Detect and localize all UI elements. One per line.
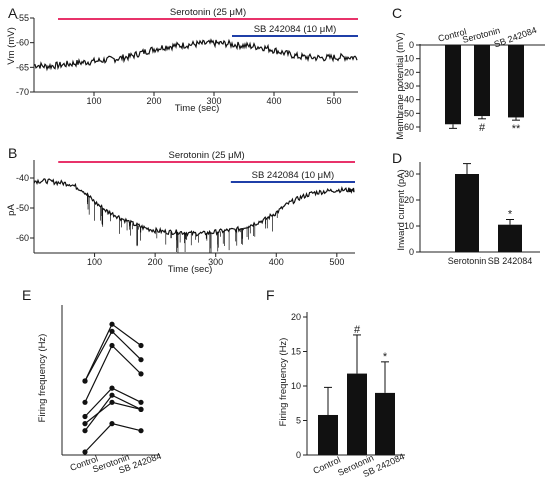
subject-point-e [109,385,115,391]
treatment-label-b: Serotonin (25 μM) [168,150,244,161]
subject-point-e [109,399,115,405]
subject-point-e [109,392,115,398]
y-tick-label-c: -10 [401,54,414,64]
bar-c [508,45,524,118]
y-axis-label-e: Firing frequency (Hz) [37,334,48,423]
y-tick-label-d: 20 [404,195,414,205]
y-tick-label-c: -20 [401,67,414,77]
bar-d [498,224,522,252]
y-tick-label-b: -40 [16,173,29,183]
treatment-label-a: Serotonin (25 μM) [170,7,246,18]
subject-point-e [138,371,144,377]
panel-label-f: F [266,287,275,303]
panel-label-b: B [8,145,17,161]
category-label-d: SB 242084 [488,256,533,266]
significance-mark-c: ** [512,123,521,135]
significance-mark-d: * [508,209,513,221]
y-tick-label-c: -60 [401,122,414,132]
subject-point-e [109,421,115,427]
subject-point-e [82,413,88,420]
y-tick-label-a: -70 [16,87,29,97]
subject-point-e [82,421,88,427]
panel-c: C 0-10-20-30-40-50-60 ControlSerotonin#S… [392,5,545,140]
treatment-label-b: SB 242084 (10 μM) [252,170,335,181]
category-label-d: Serotonin [448,256,487,266]
panel-b: B Serotonin (25 μM) SB 242084 (10 μM) -40… [6,145,355,275]
bar-f [347,373,367,455]
y-tick-label-b: -60 [16,233,29,243]
y-tick-label-b: -50 [16,203,29,213]
bar-f [318,414,338,455]
y-tick-label-c: -30 [401,81,414,91]
y-tick-label-a: -65 [16,62,29,72]
subject-point-e [109,328,115,334]
panel-d: D 0 10 20 30 Serotonin SB 242084 * Inward cur… [392,150,540,266]
x-tick-label-a: 200 [146,96,161,106]
x-tick-label-b: 400 [269,257,284,267]
y-tick-label-a: -60 [16,38,29,48]
panel-label-c: C [392,5,402,21]
x-tick-label-a: 100 [86,96,101,106]
x-tick-label-a: 500 [326,96,341,106]
y-tick-label-d: 10 [404,221,414,231]
current-trace [33,178,355,237]
y-axis-label-a: Vm (mV) [6,27,17,64]
y-tick-label-f: 10 [291,381,301,391]
y-tick-label-d: 0 [409,247,414,257]
y-axis-label-c: Membrane potential (mV) [395,32,406,139]
subject-point-e [109,321,115,327]
bar-f [375,392,395,455]
subject-point-e [138,406,144,412]
subject-point-e [138,357,144,363]
subject-point-e [138,428,144,434]
significance-mark-f: * [383,351,388,363]
vm-trace [33,38,358,72]
panel-label-d: D [392,150,402,166]
y-axis-label-f: Firing frequency (Hz) [278,338,289,427]
y-tick-label-c: 0 [409,40,414,50]
panel-label-a: A [8,5,18,21]
subject-point-e [82,449,88,455]
subject-line-e [84,422,142,453]
y-tick-label-f: 15 [291,347,301,357]
subject-point-e [82,399,88,405]
x-tick-label-b: 200 [148,257,163,267]
y-axis-label-b: pA [6,204,17,216]
bar-d [455,174,479,252]
y-tick-label-f: 20 [291,312,301,322]
treatment-label-a: SB 242084 (10 μM) [254,24,337,35]
significance-mark-c: # [479,122,486,134]
x-tick-label-b: 100 [87,257,102,267]
subject-point-e [138,399,144,405]
y-axis-label-d: Inward current (pA) [396,169,407,250]
x-axis-label-b: Time (sec) [168,264,213,275]
bar-c [445,45,461,125]
subject-point-e [109,342,115,349]
x-axis-label-a: Time (sec) [175,103,220,114]
y-tick-label-f: 0 [296,450,301,460]
panel-a: A Serotonin (25 μM) SB 242084 (10 μM) -55… [6,5,358,114]
x-tick-label-b: 300 [208,257,223,267]
y-tick-label-a: -55 [16,13,29,23]
x-tick-label-a: 400 [266,96,281,106]
panel-label-e: E [22,287,31,303]
x-tick-label-a: 300 [206,96,221,106]
y-tick-label-c: -40 [401,95,414,105]
subject-point-e [82,378,88,384]
x-tick-label-b: 500 [329,257,344,267]
y-tick-label-f: 5 [296,416,301,426]
y-tick-label-d: 30 [404,169,414,179]
bar-c [474,45,490,117]
y-tick-label-c: -50 [401,108,414,118]
significance-mark-f: # [354,324,361,336]
subject-point-e [138,342,144,349]
subject-point-e [82,428,88,434]
